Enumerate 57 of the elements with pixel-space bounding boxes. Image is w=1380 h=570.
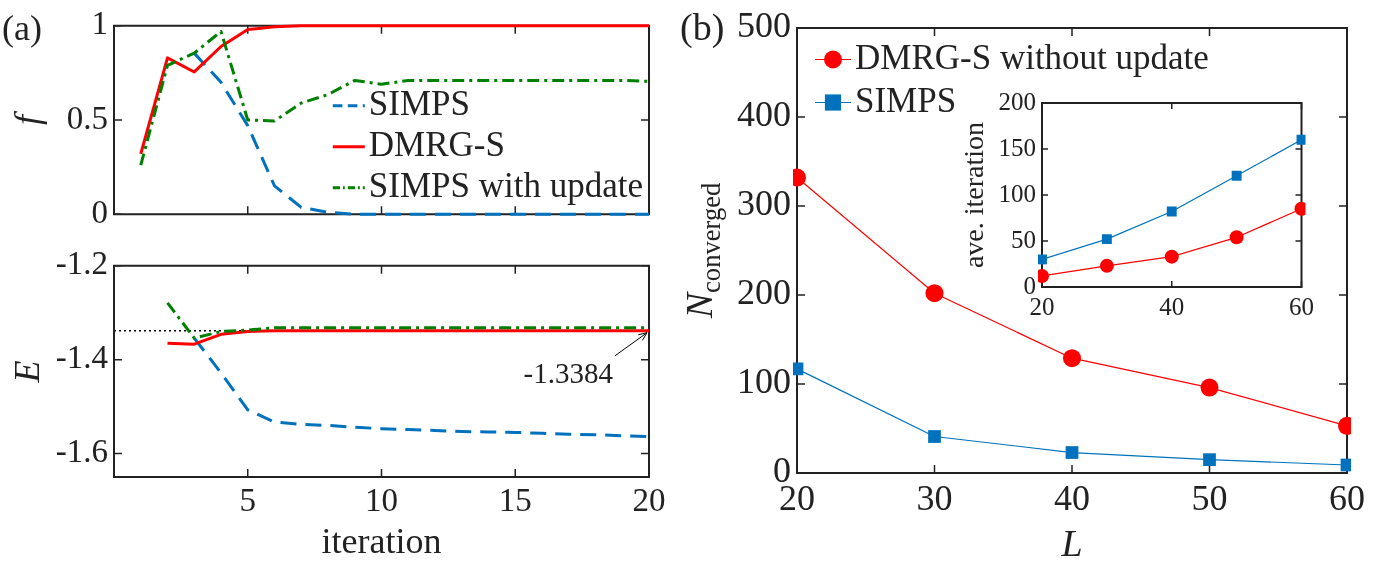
y-tick-label: 50 xyxy=(1011,225,1036,253)
y-tick-label: 0 xyxy=(91,193,108,230)
x-tick-label: 15 xyxy=(498,482,532,519)
y-axis-title: Nconverged xyxy=(677,182,727,320)
legend-label: DMRG-S xyxy=(368,124,505,164)
y-tick-label: 0.5 xyxy=(66,99,108,136)
y-tick-label: 1 xyxy=(91,5,108,42)
point xyxy=(1099,258,1114,273)
x-tick-label: 40 xyxy=(1159,292,1185,320)
point xyxy=(1229,230,1244,245)
legend-label: SIMPS with update xyxy=(368,165,644,205)
y-tick-label: 300 xyxy=(737,183,791,224)
x-tick-label: 60 xyxy=(1329,478,1365,519)
x-tick-label: 20 xyxy=(632,482,666,519)
point xyxy=(1164,249,1179,264)
y-tick-label: 100 xyxy=(737,361,791,402)
y-tick-label: 150 xyxy=(998,133,1036,161)
y-tick-label: 100 xyxy=(998,179,1036,207)
point xyxy=(1296,134,1306,145)
x-tick-label: 60 xyxy=(1289,292,1314,320)
point xyxy=(1101,234,1112,245)
point xyxy=(1038,254,1047,265)
legend-label: SIMPS xyxy=(855,80,957,120)
y-tick-label: -1.4 xyxy=(55,339,108,376)
y-tick-label: -1.2 xyxy=(55,245,108,282)
y-tick-label: 200 xyxy=(737,272,791,313)
x-axis-title: iteration xyxy=(321,521,442,562)
point xyxy=(1231,170,1242,181)
x-tick-label: 30 xyxy=(916,478,953,519)
legend-label: DMRG-S without update xyxy=(855,37,1209,77)
x-tick-label: 10 xyxy=(365,482,398,519)
point xyxy=(1340,458,1351,472)
x-tick-label: 40 xyxy=(1054,478,1090,519)
point xyxy=(1065,446,1079,459)
y-tick-label: 200 xyxy=(998,87,1036,115)
point xyxy=(928,430,941,443)
text: (b) xyxy=(680,6,725,49)
y-axis-title: E xyxy=(7,360,48,384)
legend-label: SIMPS xyxy=(368,83,470,123)
y-axis-title: f xyxy=(7,110,48,125)
y-tick-label: 0 xyxy=(1023,271,1036,299)
point xyxy=(793,362,804,376)
point xyxy=(925,284,944,303)
point xyxy=(1200,378,1219,397)
y-tick-label: -1.6 xyxy=(55,433,108,470)
point xyxy=(1166,206,1177,217)
y-axis-title: ave. iteration xyxy=(958,121,990,269)
line-series xyxy=(192,51,651,216)
text: (a) xyxy=(2,8,42,48)
y-tick-label: 400 xyxy=(737,94,791,135)
x-axis-title: L xyxy=(1060,521,1083,564)
x-tick-label: 50 xyxy=(1191,478,1228,519)
point xyxy=(1203,453,1216,467)
y-tick-label: 500 xyxy=(737,5,791,46)
point xyxy=(1063,349,1081,368)
annotation: -1.3384 xyxy=(523,357,614,390)
x-tick-label: 5 xyxy=(239,482,256,519)
